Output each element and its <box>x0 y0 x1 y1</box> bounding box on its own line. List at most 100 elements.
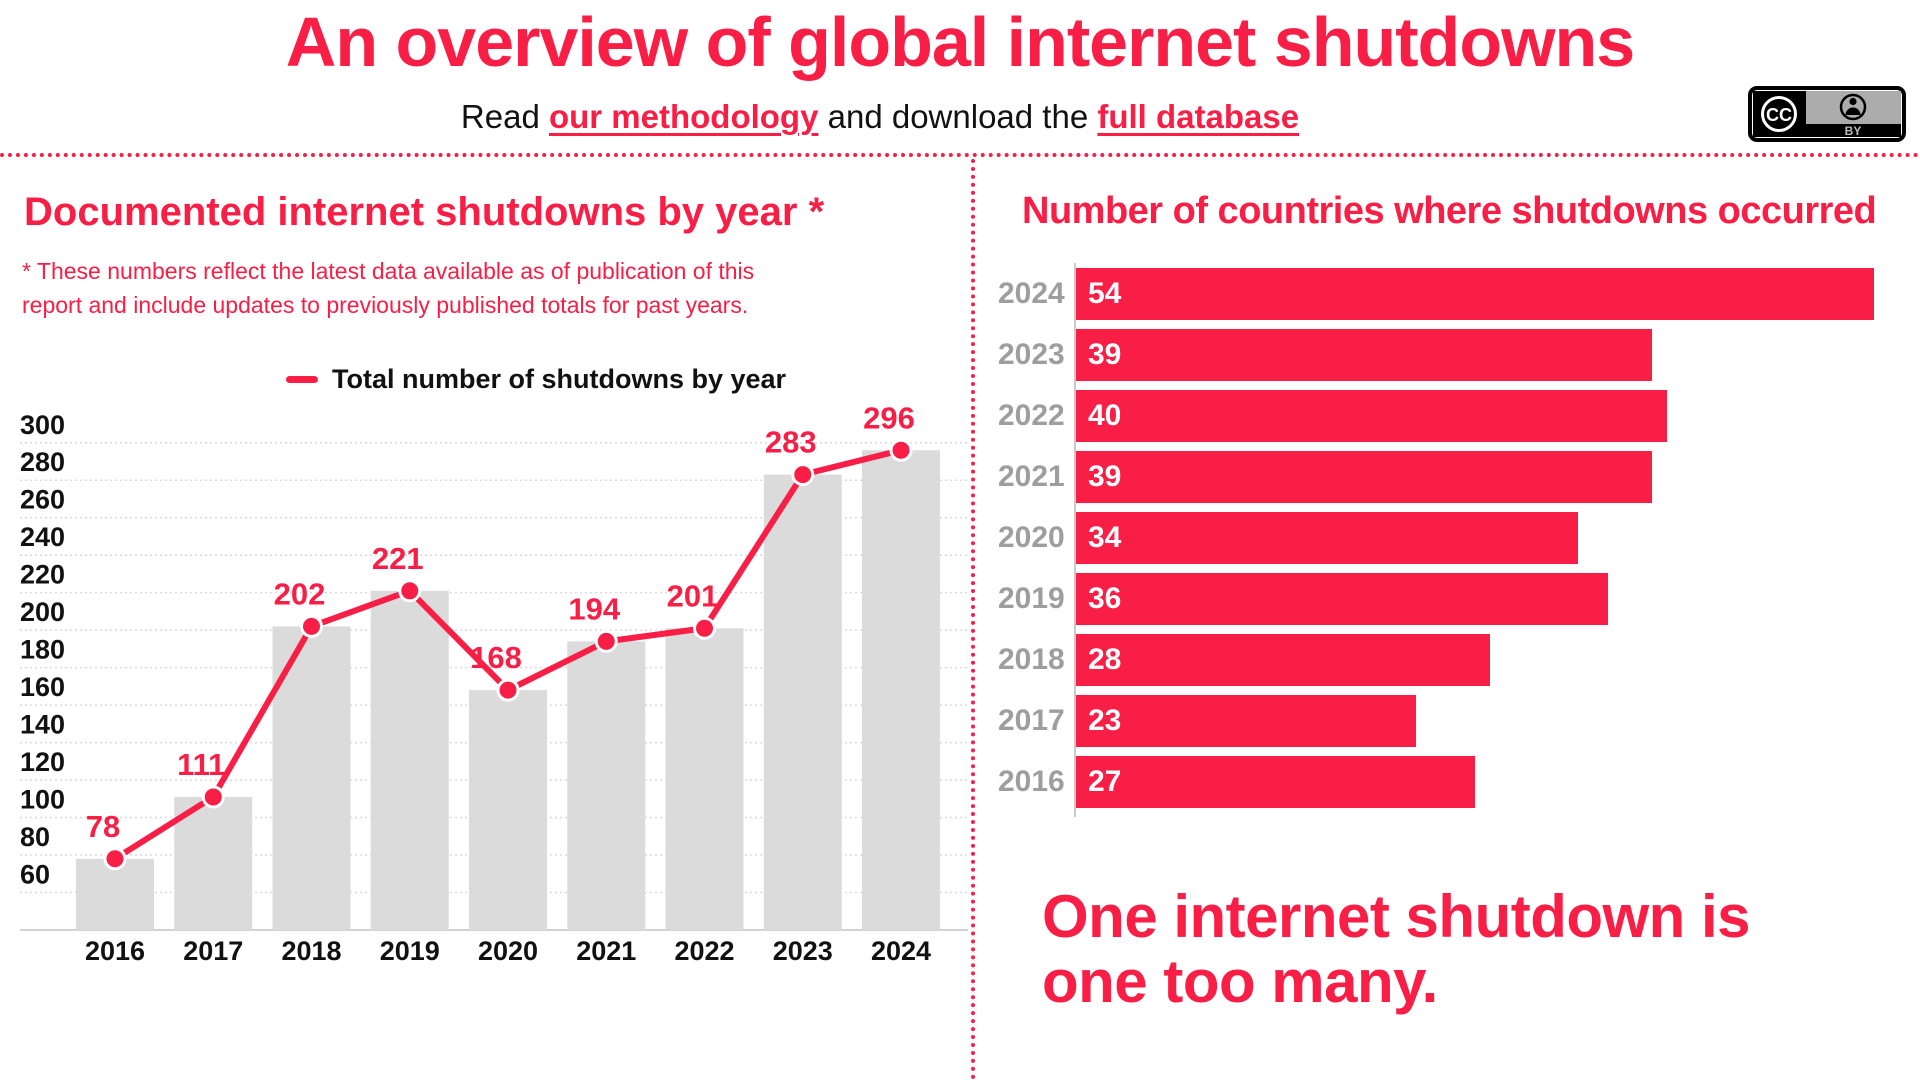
data-label-2021: 194 <box>568 591 620 626</box>
legend-label: Total number of shutdowns by year <box>332 364 787 394</box>
subtitle: Read our methodology and download the fu… <box>0 98 1760 136</box>
data-point-2020 <box>496 678 520 702</box>
data-point-2023 <box>791 463 815 487</box>
footnote: * These numbers reflect the latest data … <box>22 254 754 322</box>
year-label-2017: 2017 <box>998 704 1065 737</box>
footnote-line-2: report and include updates to previously… <box>22 292 749 318</box>
year-label-2024: 2024 <box>998 277 1065 310</box>
country-value-2016: 27 <box>1088 765 1122 798</box>
country-row-2019: 2019 36 <box>998 573 1874 625</box>
country-row-2021: 2021 39 <box>998 451 1874 503</box>
country-value-2020: 34 <box>1088 521 1122 554</box>
y-tick-200: 200 <box>20 597 65 627</box>
y-tick-100: 100 <box>20 785 65 815</box>
country-value-2017: 23 <box>1088 704 1122 737</box>
country-bar-2022: 40 <box>1076 390 1667 442</box>
column-2017 <box>174 796 253 930</box>
year-label-2020: 2020 <box>998 521 1065 554</box>
column-2022 <box>665 628 744 930</box>
subtitle-prefix: Read <box>460 98 549 135</box>
y-tick-280: 280 <box>20 447 65 477</box>
y-tick-180: 180 <box>20 635 65 665</box>
column-2016 <box>76 858 154 930</box>
year-label-2016: 2016 <box>998 765 1065 798</box>
database-link[interactable]: full database <box>1097 98 1300 135</box>
country-value-2022: 40 <box>1088 399 1122 432</box>
country-row-2020: 2020 34 <box>998 512 1874 564</box>
left-chart-heading: Documented internet shutdowns by year * <box>24 190 825 234</box>
y-tick-220: 220 <box>20 560 65 590</box>
country-chart-axis-line <box>1074 263 1076 817</box>
x-tick-2019: 2019 <box>380 936 440 966</box>
country-row-2022: 2022 40 <box>998 390 1874 442</box>
y-tick-300: 300 <box>20 410 65 440</box>
column-2021 <box>567 641 646 930</box>
column-2019 <box>370 590 449 930</box>
data-label-2018: 202 <box>274 576 326 611</box>
page-title: An overview of global internet shutdowns <box>285 3 1635 81</box>
country-row-2016: 2016 27 <box>998 756 1874 808</box>
y-tick-140: 140 <box>20 710 65 740</box>
data-label-2016: 78 <box>86 809 120 844</box>
x-tick-2024: 2024 <box>871 936 931 966</box>
country-bar-2018: 28 <box>1076 634 1490 686</box>
legend-line-swatch-icon <box>286 376 318 383</box>
cc-by-license-badge[interactable]: CC BY <box>1748 86 1906 142</box>
country-row-2024: 2024 54 <box>998 268 1874 320</box>
by-label: BY <box>1845 124 1862 138</box>
y-tick-240: 240 <box>20 522 65 552</box>
country-bar-2019: 36 <box>1076 573 1608 625</box>
x-tick-2023: 2023 <box>773 936 833 966</box>
cc-badge-by-strip <box>1806 124 1901 137</box>
country-bar-2017: 23 <box>1076 695 1416 747</box>
country-row-2017: 2017 23 <box>998 695 1874 747</box>
column-2023 <box>763 474 842 930</box>
panel-dotted-divider <box>971 159 975 1080</box>
data-label-2022: 201 <box>667 578 719 613</box>
country-bar-2021: 39 <box>1076 451 1653 503</box>
x-tick-2016: 2016 <box>85 936 145 966</box>
column-2020 <box>469 690 547 930</box>
year-label-2019: 2019 <box>998 582 1065 615</box>
tagline-line-1: One internet shutdown is <box>1042 883 1751 950</box>
data-point-2018 <box>300 614 323 638</box>
data-point-2017 <box>201 785 225 809</box>
data-label-2024: 296 <box>863 400 915 435</box>
country-row-2018: 2018 28 <box>998 634 1874 686</box>
data-point-2016 <box>103 847 127 871</box>
data-point-2022 <box>693 616 716 640</box>
data-point-2021 <box>594 629 618 653</box>
x-tick-2018: 2018 <box>281 936 341 966</box>
y-tick-80: 80 <box>20 822 50 852</box>
year-label-2018: 2018 <box>998 643 1065 676</box>
x-tick-2020: 2020 <box>478 936 538 966</box>
tagline-line-2: one too many. <box>1042 948 1438 1016</box>
year-label-2022: 2022 <box>998 399 1065 432</box>
right-chart-heading: Number of countries where shutdowns occu… <box>1022 190 1877 232</box>
chart-legend: Total number of shutdowns by year <box>286 364 786 395</box>
data-label-2019: 221 <box>372 541 424 576</box>
country-value-2018: 28 <box>1088 643 1122 676</box>
country-bar-2023: 39 <box>1076 329 1653 381</box>
country-value-2023: 39 <box>1088 338 1122 371</box>
countries-chart: 2024 54 2023 39 2022 40 2021 39 2020 34 2019 36 2018… <box>998 268 1874 817</box>
x-tick-2017: 2017 <box>183 936 243 966</box>
tagline: One internet shutdown is one too many. <box>1042 883 1751 1016</box>
country-bar-2024: 54 <box>1076 268 1874 320</box>
data-label-2023: 283 <box>765 425 817 460</box>
country-value-2021: 39 <box>1088 460 1122 493</box>
shutdowns-by-year-chart: 60 80 100 120 140 160 180 200 220 240 260 280 300 201… <box>20 400 968 966</box>
data-point-2024 <box>889 438 913 462</box>
year-label-2023: 2023 <box>998 338 1065 371</box>
x-tick-2022: 2022 <box>674 936 734 966</box>
y-tick-260: 260 <box>20 485 65 515</box>
data-label-2017: 111 <box>177 747 225 782</box>
x-tick-2021: 2021 <box>576 936 636 966</box>
person-icon <box>1839 93 1867 121</box>
year-label-2021: 2021 <box>998 460 1065 493</box>
country-bar-2020: 34 <box>1076 512 1579 564</box>
column-2024 <box>862 450 940 930</box>
country-bar-2016: 27 <box>1076 756 1475 808</box>
methodology-link[interactable]: our methodology <box>548 98 819 135</box>
